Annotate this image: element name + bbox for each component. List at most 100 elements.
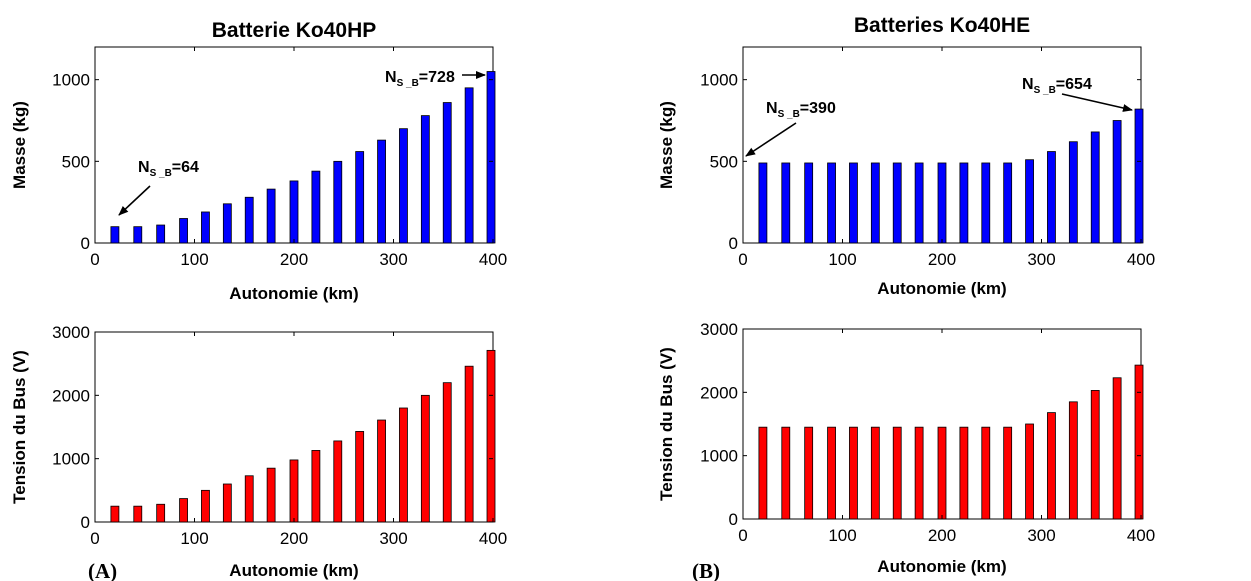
bar: [133, 505, 143, 523]
bar: [781, 426, 791, 520]
annotation-arrow: [745, 122, 797, 157]
x-tick-label: 200: [280, 250, 308, 269]
y-tick-label: 3000: [52, 323, 90, 342]
bar: [758, 162, 768, 244]
annotation-arrow: [1061, 93, 1133, 112]
x-tick-label: 100: [828, 526, 856, 545]
figure-label-a: (A): [88, 559, 117, 581]
bar: [914, 426, 924, 520]
x-tick-label: 300: [1027, 526, 1055, 545]
x-tick-label: 0: [90, 529, 99, 548]
bar: [981, 162, 991, 244]
y-tick-label: 1000: [52, 450, 90, 469]
y-axis-label: Tension du Bus (V): [657, 347, 676, 501]
bar: [201, 489, 210, 523]
bar: [1134, 108, 1144, 244]
y-tick-label: 500: [62, 152, 90, 171]
bar: [827, 162, 836, 244]
annotation-label: NS _B=390: [766, 100, 836, 120]
y-axis-label: Masse (kg): [657, 101, 676, 189]
x-tick-label: 300: [379, 250, 407, 269]
bar: [870, 426, 880, 520]
bar: [179, 218, 188, 244]
bar: [179, 498, 188, 523]
chart-panel-3: 0 100 200 300 400 0 500 1000 Batteries Ko40HE Aut…: [657, 14, 1155, 298]
y-tick-label: 1000: [700, 447, 738, 466]
bar: [804, 162, 814, 244]
y-tick-label: 0: [81, 513, 90, 532]
bar: [110, 226, 120, 244]
chart-panel-1: 0 100 200 300 400 0 500 1000 Batterie Ko40HP Auto…: [10, 19, 507, 303]
x-tick-label: 200: [280, 529, 308, 548]
bar: [1112, 377, 1122, 520]
bar: [1025, 159, 1034, 244]
bar: [156, 503, 166, 523]
bar: [333, 440, 343, 523]
bar: [959, 162, 969, 244]
x-tick-label: 400: [479, 250, 507, 269]
bar: [1090, 390, 1100, 520]
x-tick-label: 300: [379, 529, 407, 548]
bar: [870, 162, 880, 244]
bar: [355, 151, 365, 244]
x-tick-label: 100: [180, 250, 208, 269]
bar: [377, 419, 386, 523]
bar: [133, 226, 143, 244]
bar: [333, 160, 343, 244]
y-tick-label: 500: [710, 152, 738, 171]
x-axis-label: Autonomie (km): [229, 561, 358, 580]
annotation-label: NS _B=64: [138, 159, 199, 179]
bar: [442, 382, 452, 523]
bar: [420, 115, 430, 244]
bar: [981, 426, 991, 520]
bar: [156, 224, 166, 244]
annotation-arrow: [118, 185, 151, 216]
bar: [420, 394, 430, 523]
bar: [1025, 423, 1034, 520]
bar: [266, 188, 276, 244]
figure-label-b: (B): [692, 559, 720, 581]
bar: [464, 87, 474, 244]
bar: [914, 162, 924, 244]
bar: [892, 426, 902, 520]
bar: [222, 483, 232, 523]
bar: [1047, 151, 1056, 244]
bar: [1003, 426, 1013, 520]
chart-panel-4: 0 100 200 300 400 0 1000 2000 3000 Autonomie (km)…: [657, 320, 1155, 576]
y-axis-label: Tension du Bus (V): [10, 350, 29, 504]
bar: [244, 196, 254, 244]
bar: [311, 170, 321, 244]
annotation-label: NS _B=728: [385, 69, 455, 89]
bar: [1068, 141, 1078, 244]
x-tick-label: 400: [1127, 526, 1155, 545]
x-tick-label: 0: [738, 526, 747, 545]
x-tick-label: 200: [928, 526, 956, 545]
y-tick-label: 0: [729, 510, 738, 529]
x-axis-label: Autonomie (km): [877, 279, 1006, 298]
bar: [355, 431, 365, 523]
y-tick-label: 1000: [52, 71, 90, 90]
x-axis-label: Autonomie (km): [877, 557, 1006, 576]
bar: [110, 505, 120, 523]
bar: [486, 349, 496, 523]
y-axis-label: Masse (kg): [10, 101, 29, 189]
bar: [959, 426, 969, 520]
x-tick-label: 0: [90, 250, 99, 269]
bar: [937, 426, 947, 520]
bar: [849, 426, 858, 520]
y-tick-label: 3000: [700, 320, 738, 339]
bar: [1112, 120, 1122, 244]
bar: [1134, 364, 1144, 520]
bar: [464, 365, 474, 523]
bar: [289, 180, 299, 244]
bar: [201, 211, 210, 244]
bar: [244, 475, 254, 523]
x-tick-label: 200: [928, 250, 956, 269]
bar: [399, 407, 408, 523]
bar: [486, 71, 496, 244]
bar: [1090, 131, 1100, 244]
bar: [311, 450, 321, 523]
x-tick-label: 100: [180, 529, 208, 548]
bar: [222, 203, 232, 244]
